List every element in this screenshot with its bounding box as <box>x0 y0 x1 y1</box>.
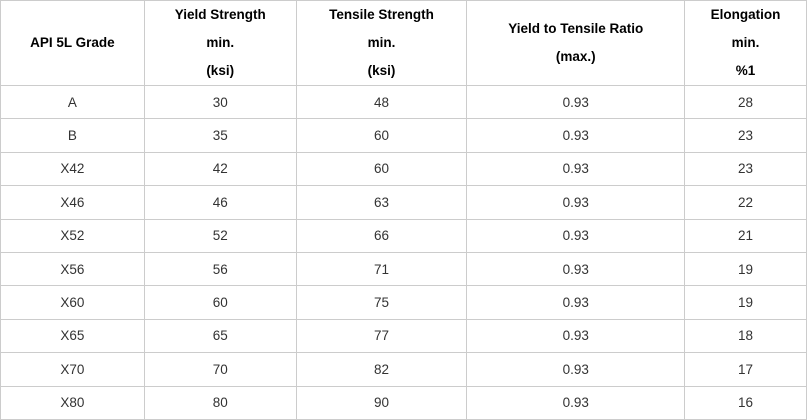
table-row: X60 60 75 0.93 19 <box>0 285 807 320</box>
cell-grade: X65 <box>0 318 145 354</box>
cell-tensile-strength: 60 <box>295 118 468 153</box>
cell-tensile-strength: 48 <box>295 84 468 120</box>
table-row: X80 80 90 0.93 16 <box>0 385 807 420</box>
cell-tensile-strength: 75 <box>295 285 468 320</box>
cell-elongation: 19 <box>684 285 807 320</box>
cell-elongation: 23 <box>684 151 807 187</box>
cell-elongation: 16 <box>684 385 807 420</box>
table-row: X56 56 71 0.93 19 <box>0 251 807 287</box>
cell-yield-strength: 46 <box>143 185 297 220</box>
cell-yield-strength: 30 <box>143 84 297 120</box>
cell-tensile-strength: 90 <box>295 385 468 420</box>
cell-yield-strength: 42 <box>143 151 297 187</box>
cell-elongation: 21 <box>684 218 807 253</box>
cell-yield-tensile-ratio: 0.93 <box>466 151 686 187</box>
table-row: X46 46 63 0.93 22 <box>0 185 807 220</box>
cell-elongation: 17 <box>684 352 807 387</box>
cell-yield-strength: 52 <box>143 218 297 253</box>
cell-grade: B <box>0 118 145 153</box>
cell-grade: X42 <box>0 151 145 187</box>
cell-grade: X52 <box>0 218 145 253</box>
table-row: B 35 60 0.93 23 <box>0 118 807 153</box>
cell-grade: X70 <box>0 352 145 387</box>
cell-yield-tensile-ratio: 0.93 <box>466 251 686 287</box>
table-row: A 30 48 0.93 28 <box>0 84 807 120</box>
cell-elongation: 28 <box>684 84 807 120</box>
cell-yield-strength: 70 <box>143 352 297 387</box>
header-row: API 5L Grade Yield Strength min. (ksi) T… <box>0 0 807 86</box>
cell-grade: X80 <box>0 385 145 420</box>
cell-elongation: 18 <box>684 318 807 354</box>
column-header-yield-tensile-ratio: Yield to Tensile Ratio (max.) <box>466 0 686 86</box>
cell-yield-tensile-ratio: 0.93 <box>466 385 686 420</box>
table-body: A 30 48 0.93 28 B 35 60 0.93 23 X42 42 <box>0 84 807 420</box>
cell-grade: X60 <box>0 285 145 320</box>
cell-yield-strength: 60 <box>143 285 297 320</box>
cell-yield-tensile-ratio: 0.93 <box>466 118 686 153</box>
cell-tensile-strength: 71 <box>295 251 468 287</box>
table-row: X70 70 82 0.93 17 <box>0 352 807 387</box>
cell-tensile-strength: 82 <box>295 352 468 387</box>
column-header-grade: API 5L Grade <box>0 0 145 86</box>
cell-tensile-strength: 60 <box>295 151 468 187</box>
cell-yield-strength: 35 <box>143 118 297 153</box>
cell-grade: A <box>0 84 145 120</box>
cell-yield-strength: 65 <box>143 318 297 354</box>
cell-yield-tensile-ratio: 0.93 <box>466 318 686 354</box>
table-row: X42 42 60 0.93 23 <box>0 151 807 187</box>
cell-yield-tensile-ratio: 0.93 <box>466 285 686 320</box>
table-row: X52 52 66 0.93 21 <box>0 218 807 253</box>
cell-yield-tensile-ratio: 0.93 <box>466 84 686 120</box>
table-row: X65 65 77 0.93 18 <box>0 318 807 354</box>
cell-tensile-strength: 63 <box>295 185 468 220</box>
cell-yield-strength: 56 <box>143 251 297 287</box>
cell-tensile-strength: 77 <box>295 318 468 354</box>
column-header-tensile-strength: Tensile Strength min. (ksi) <box>295 0 468 86</box>
cell-elongation: 23 <box>684 118 807 153</box>
cell-elongation: 19 <box>684 251 807 287</box>
cell-yield-tensile-ratio: 0.93 <box>466 218 686 253</box>
column-header-elongation: Elongation min. %1 <box>684 0 807 86</box>
cell-elongation: 22 <box>684 185 807 220</box>
cell-grade: X56 <box>0 251 145 287</box>
cell-grade: X46 <box>0 185 145 220</box>
cell-yield-tensile-ratio: 0.93 <box>466 352 686 387</box>
cell-yield-strength: 80 <box>143 385 297 420</box>
cell-yield-tensile-ratio: 0.93 <box>466 185 686 220</box>
cell-tensile-strength: 66 <box>295 218 468 253</box>
column-header-yield-strength: Yield Strength min. (ksi) <box>143 0 297 86</box>
